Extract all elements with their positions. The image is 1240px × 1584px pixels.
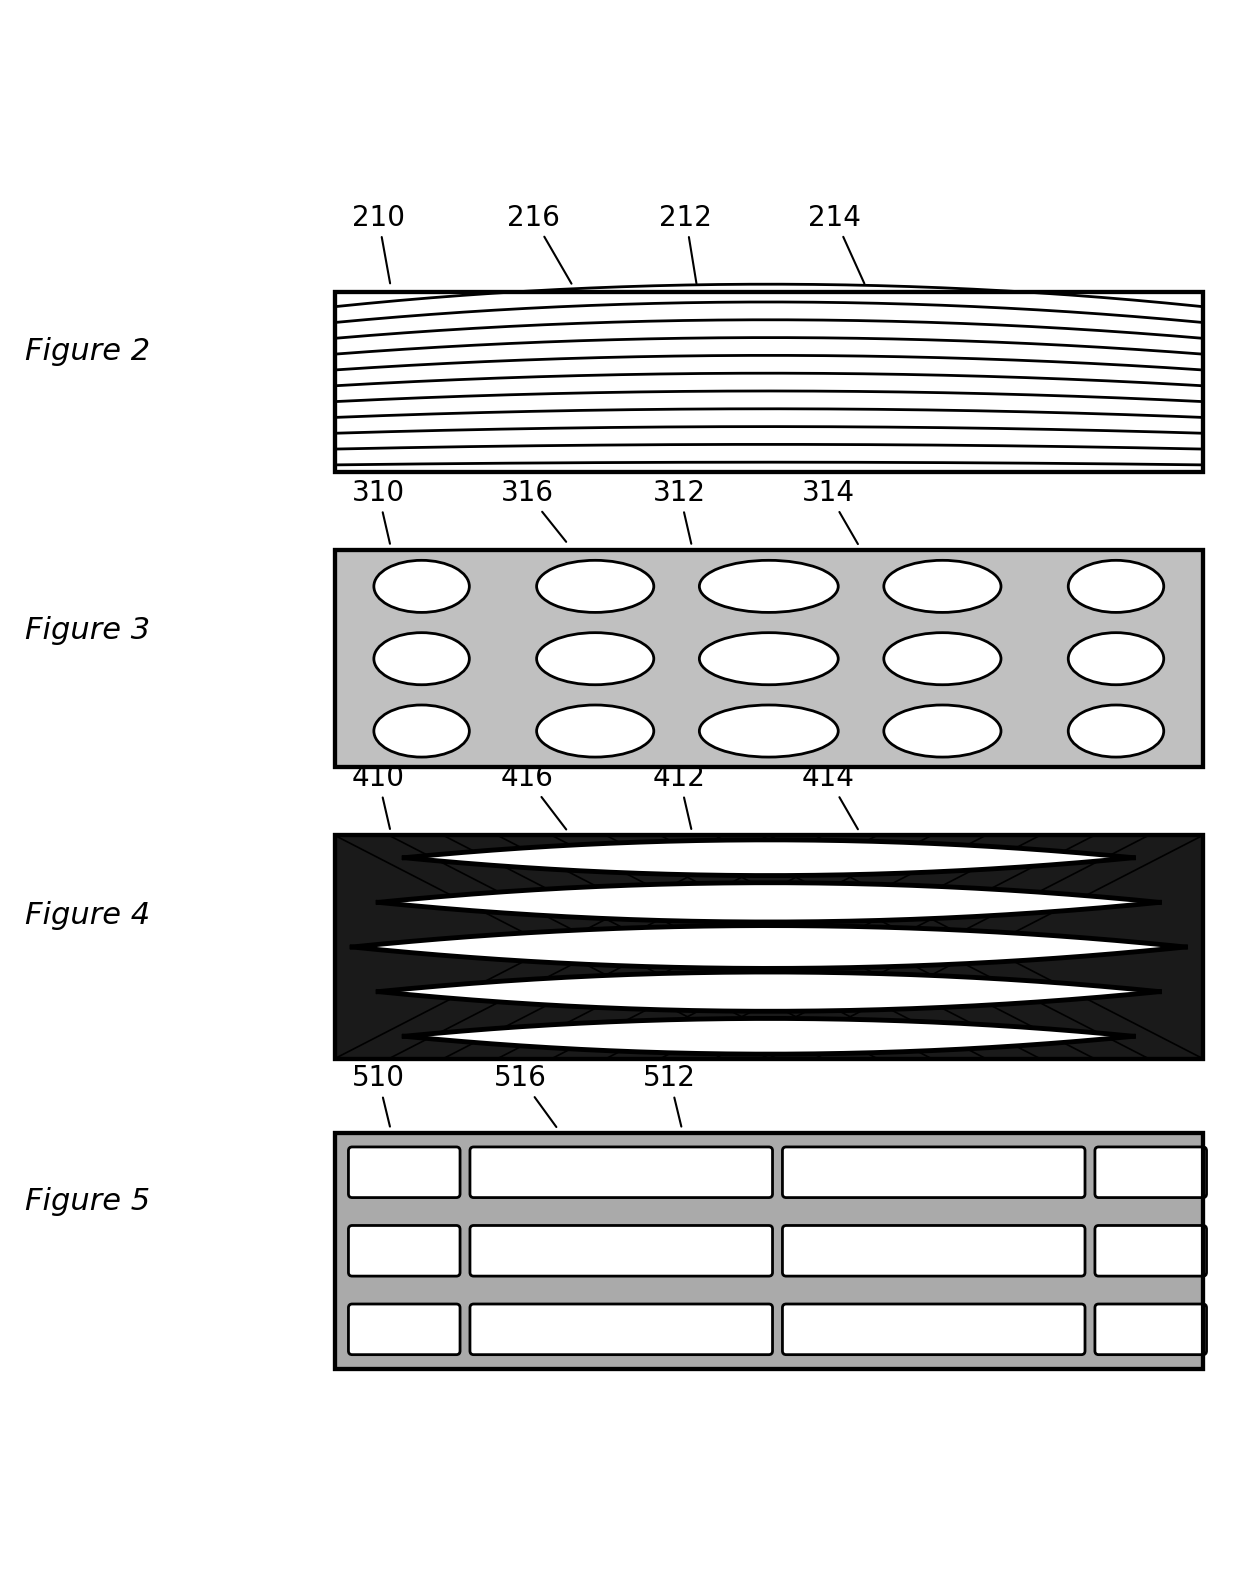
Text: Figure 2: Figure 2 <box>25 337 150 366</box>
FancyBboxPatch shape <box>348 1147 460 1198</box>
Text: Figure 5: Figure 5 <box>25 1186 150 1215</box>
Text: 314: 314 <box>802 478 858 543</box>
Ellipse shape <box>537 632 653 684</box>
Text: 416: 416 <box>501 763 567 830</box>
FancyBboxPatch shape <box>335 293 1203 472</box>
Text: 216: 216 <box>507 203 572 284</box>
Text: 316: 316 <box>501 478 567 542</box>
Text: Figure 4: Figure 4 <box>25 901 150 930</box>
FancyBboxPatch shape <box>782 1147 1085 1198</box>
Ellipse shape <box>699 632 838 684</box>
Text: 214: 214 <box>808 203 864 284</box>
Ellipse shape <box>1069 705 1163 757</box>
Ellipse shape <box>374 632 469 684</box>
FancyBboxPatch shape <box>335 1133 1203 1369</box>
Text: Figure 3: Figure 3 <box>25 616 150 645</box>
Text: 516: 516 <box>495 1064 557 1128</box>
Polygon shape <box>404 1019 1133 1053</box>
Text: 510: 510 <box>352 1064 404 1126</box>
FancyBboxPatch shape <box>782 1226 1085 1277</box>
Text: 414: 414 <box>802 763 858 830</box>
Ellipse shape <box>537 705 653 757</box>
Ellipse shape <box>374 705 469 757</box>
Ellipse shape <box>1069 561 1163 613</box>
Polygon shape <box>378 882 1159 922</box>
FancyBboxPatch shape <box>1095 1147 1207 1198</box>
Ellipse shape <box>537 561 653 613</box>
Text: 310: 310 <box>352 478 404 543</box>
FancyBboxPatch shape <box>335 835 1203 1058</box>
FancyBboxPatch shape <box>1095 1226 1207 1277</box>
Ellipse shape <box>699 561 838 613</box>
Polygon shape <box>352 925 1185 968</box>
FancyBboxPatch shape <box>335 550 1203 767</box>
Polygon shape <box>404 840 1133 876</box>
Ellipse shape <box>1069 632 1163 684</box>
Text: 512: 512 <box>644 1064 696 1126</box>
Text: 312: 312 <box>653 478 706 543</box>
Ellipse shape <box>699 705 838 757</box>
FancyBboxPatch shape <box>782 1304 1085 1354</box>
Text: 212: 212 <box>660 203 712 284</box>
Ellipse shape <box>884 632 1001 684</box>
FancyBboxPatch shape <box>1095 1304 1207 1354</box>
Ellipse shape <box>374 561 469 613</box>
Ellipse shape <box>884 561 1001 613</box>
Text: 410: 410 <box>352 763 404 828</box>
FancyBboxPatch shape <box>470 1147 773 1198</box>
FancyBboxPatch shape <box>348 1304 460 1354</box>
Text: 412: 412 <box>653 763 706 828</box>
Text: 210: 210 <box>352 203 404 284</box>
Ellipse shape <box>884 705 1001 757</box>
Polygon shape <box>378 973 1159 1011</box>
FancyBboxPatch shape <box>348 1226 460 1277</box>
FancyBboxPatch shape <box>470 1304 773 1354</box>
FancyBboxPatch shape <box>470 1226 773 1277</box>
